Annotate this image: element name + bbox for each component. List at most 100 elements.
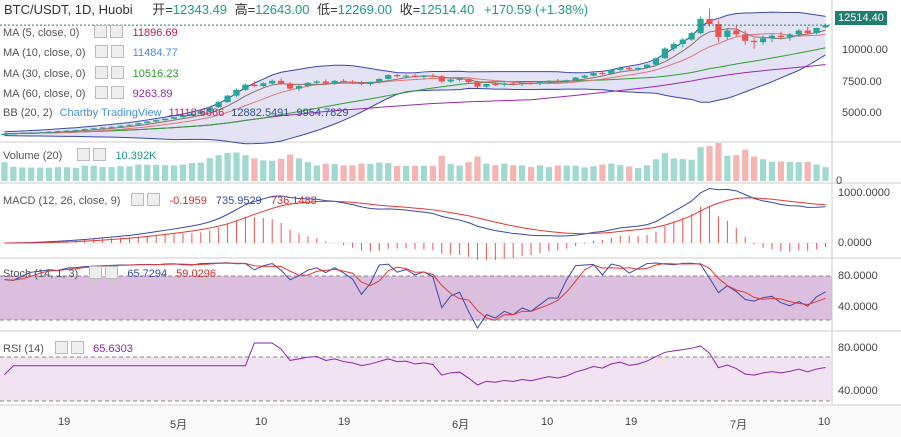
settings-icon[interactable] [94, 66, 108, 79]
volume-bar [447, 164, 454, 181]
watermark: Chartby TradingView [59, 107, 162, 119]
ma10-label: MA (10, close, 0) [3, 47, 86, 59]
volume-bar [715, 143, 722, 181]
rsi-legend[interactable]: RSI (14) 65.6303 [3, 341, 133, 356]
volume-bar [777, 161, 785, 181]
candle-body [536, 82, 544, 84]
settings-icon[interactable] [94, 25, 108, 38]
volume-bar [724, 155, 731, 181]
volume-bar [260, 160, 267, 181]
close-icon[interactable] [110, 66, 124, 79]
close-icon[interactable] [110, 45, 124, 58]
candle-body [501, 83, 508, 85]
volume-bar [179, 164, 187, 181]
candle-body [63, 130, 71, 132]
volume-bar [456, 165, 463, 181]
candle-body [278, 80, 285, 84]
volume-bar [581, 167, 588, 181]
settings-icon[interactable] [131, 193, 145, 206]
candle-body [804, 30, 811, 34]
close-icon[interactable] [105, 266, 119, 279]
candle-body [242, 84, 249, 90]
volume-bar [608, 163, 615, 181]
ma10-legend[interactable]: MA (10, close, 0) 11484.77 [3, 45, 178, 60]
candle-body [768, 35, 776, 39]
macd-tick: 0.0000 [838, 237, 872, 249]
candle-body [108, 126, 115, 128]
candle-body [45, 131, 53, 133]
candle-body [465, 78, 472, 83]
macd-hist-value: -0.1959 [169, 195, 207, 207]
x-tick: 19 [625, 416, 638, 428]
ma60-value: 9263.89 [132, 88, 173, 100]
close-label: 收= [399, 2, 421, 17]
bb-legend[interactable]: BB (20, 2) Chartby TradingView 11118.666… [3, 106, 348, 120]
volume-bar [1, 162, 8, 181]
settings-icon[interactable] [94, 45, 108, 58]
ma60-legend[interactable]: MA (60, close, 0) 9263.89 [3, 86, 172, 101]
volume-value: 10.392K [115, 150, 157, 162]
x-tick: 19 [338, 416, 351, 428]
ma5-legend[interactable]: MA (5, close, 0) 11896.69 [3, 25, 178, 40]
volume-bar [501, 163, 508, 181]
x-tick: 6月 [452, 419, 470, 431]
candle-body [215, 102, 222, 108]
close-value: 12514.40 [420, 2, 475, 17]
settings-icon[interactable] [55, 341, 69, 354]
candle-body [777, 35, 785, 37]
volume-bar [224, 152, 231, 181]
settings-icon[interactable] [94, 86, 108, 99]
volume-legend[interactable]: Volume (20) 10.392K [3, 148, 156, 163]
candle-body [545, 80, 552, 83]
ma30-legend[interactable]: MA (30, close, 0) 10516.23 [3, 66, 179, 81]
candle-body [706, 18, 713, 25]
volume-bar [536, 165, 544, 181]
candle-body [153, 120, 160, 122]
volume-bar [527, 166, 535, 181]
stoch-tick: 40.0000 [838, 301, 878, 313]
macd-legend[interactable]: MACD (12, 26, close, 9) -0.1959 735.9529… [3, 193, 317, 208]
volume-bar [688, 159, 695, 181]
settings-icon[interactable] [89, 266, 103, 279]
volume-bar [492, 165, 499, 181]
volume-bar [652, 159, 660, 181]
x-tick: 10 [818, 416, 831, 428]
candle-body [304, 82, 312, 86]
candle-body [170, 117, 178, 119]
x-tick: 19 [58, 416, 71, 428]
x-tick: 5月 [170, 419, 188, 431]
stoch-legend[interactable]: Stoch (14, 1, 3) 65.7294 59.0296 [3, 266, 216, 281]
close-icon[interactable] [110, 86, 124, 99]
candle-body [260, 83, 267, 86]
volume-bar [590, 166, 597, 181]
settings-icon[interactable] [77, 148, 91, 161]
candle-body [438, 76, 445, 82]
candle-body [385, 75, 392, 79]
close-icon[interactable] [147, 193, 161, 206]
volume-bar [367, 163, 374, 181]
candle-body [340, 80, 347, 83]
volume-bar [170, 165, 178, 181]
candle-body [742, 34, 749, 41]
candle-body [634, 67, 642, 70]
close-icon[interactable] [71, 341, 85, 354]
ma10-value: 11484.77 [132, 47, 178, 59]
volume-bar [554, 165, 561, 181]
volume-bar [751, 156, 758, 181]
candle-body [331, 80, 338, 84]
candle-body [269, 80, 276, 84]
volume-bar [233, 152, 240, 181]
candle-body [599, 73, 606, 75]
close-icon[interactable] [93, 148, 107, 161]
volume-bar [510, 165, 517, 181]
volume-bar [99, 167, 106, 181]
volume-bar [108, 167, 115, 181]
volume-bar [340, 165, 347, 181]
candle-body [402, 75, 410, 77]
close-icon[interactable] [110, 25, 124, 38]
candle-body [54, 131, 62, 133]
volume-bar [37, 167, 44, 181]
candle-body [679, 39, 686, 45]
stoch-band-fill [0, 276, 832, 320]
